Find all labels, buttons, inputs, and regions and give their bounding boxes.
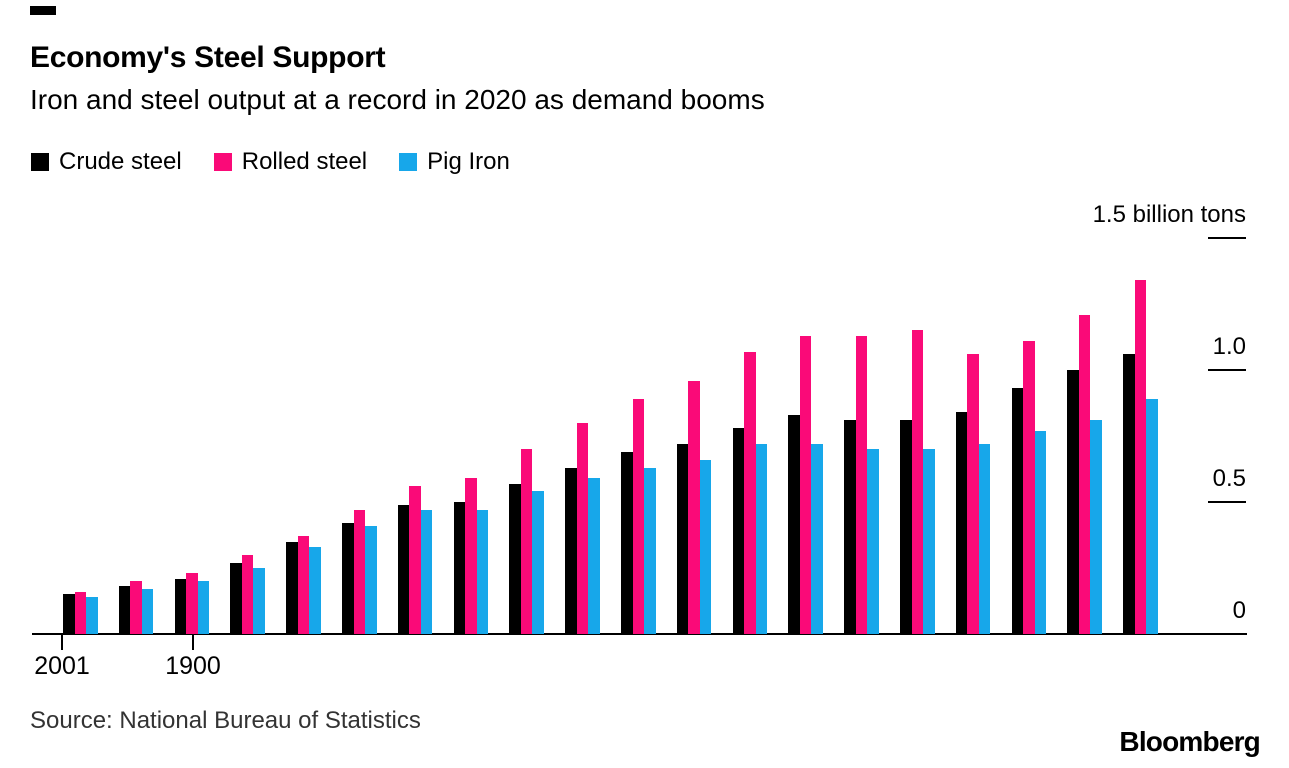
bar-crude-steel [732, 428, 745, 634]
legend-label: Crude steel [59, 148, 182, 175]
bar-rolled-steel [632, 399, 644, 634]
bar-pig-iron [699, 459, 712, 634]
bar-crude-steel [63, 594, 75, 634]
bar-crude-steel [1123, 354, 1135, 634]
bar-rolled-steel [241, 554, 254, 634]
legend: Crude steel Rolled steel Pig Iron [31, 148, 510, 176]
bar-rolled-steel [855, 335, 868, 634]
legend-item-rolled-steel: Rolled steel [213, 148, 368, 176]
bar-pig-iron [532, 491, 544, 634]
bar-crude-steel [788, 414, 800, 634]
bar-rolled-steel [1023, 340, 1035, 634]
bar-pig-iron [1146, 399, 1158, 634]
y-tick-label: 0 [1232, 597, 1246, 624]
bar-rolled-steel [576, 422, 589, 634]
legend-label: Pig Iron [427, 148, 510, 175]
bar-pig-iron [755, 443, 768, 634]
bar-rolled-steel [688, 380, 700, 634]
bar-crude-steel [230, 562, 242, 634]
x-tick-line [61, 635, 63, 650]
y-tick-label: 1.5 billion tons [1092, 201, 1246, 228]
y-tick-line [1208, 237, 1246, 239]
bar-pig-iron [978, 443, 991, 634]
legend-swatch-crude-steel [31, 153, 49, 171]
bar-rolled-steel [186, 573, 198, 634]
bar-rolled-steel [130, 581, 142, 634]
bar-crude-steel [286, 541, 298, 634]
bar-crude-steel [1067, 370, 1079, 634]
bar-pig-iron [253, 568, 265, 634]
bar-pig-iron [1090, 420, 1102, 634]
bar-rolled-steel [74, 591, 86, 634]
bar-rolled-steel [1134, 280, 1147, 634]
x-tick-label: 2001 [34, 652, 90, 680]
bar-pig-iron [141, 589, 154, 634]
bar-crude-steel [509, 483, 521, 634]
bar-crude-steel [844, 420, 856, 634]
legend-label: Rolled steel [241, 148, 368, 175]
bar-pig-iron [365, 525, 377, 634]
bar-crude-steel [621, 451, 633, 634]
x-tick-label: 1900 [165, 652, 221, 680]
bar-rolled-steel [1078, 314, 1091, 634]
legend-swatch-rolled-steel [213, 153, 232, 171]
bar-pig-iron [811, 443, 823, 634]
y-tick-label: 1.0 [1212, 333, 1246, 360]
bar-crude-steel [453, 502, 466, 634]
bloomberg-logo: Bloomberg [1119, 726, 1260, 757]
chart-subtitle: Iron and steel output at a record in 202… [30, 84, 765, 115]
legend-item-pig-iron: Pig Iron [399, 148, 510, 176]
bar-crude-steel [955, 412, 968, 634]
legend-item-crude-steel: Crude steel [31, 148, 182, 176]
bar-pig-iron [197, 581, 210, 634]
bar-crude-steel [676, 443, 689, 634]
y-tick-label: 0.5 [1212, 465, 1246, 492]
bar-crude-steel [118, 586, 131, 634]
y-tick-line [1208, 501, 1246, 503]
bar-crude-steel [900, 420, 912, 634]
top-accent-bar [30, 6, 56, 15]
source-note: Source: National Bureau of Statistics [30, 707, 421, 734]
bar-rolled-steel [799, 335, 812, 634]
bar-crude-steel [174, 578, 187, 634]
bar-crude-steel [565, 467, 577, 634]
bar-rolled-steel [967, 354, 979, 634]
x-axis-line [32, 633, 1247, 635]
bar-rolled-steel [520, 449, 533, 634]
bar-pig-iron [867, 449, 879, 634]
bar-pig-iron [420, 509, 433, 634]
y-tick-line [1208, 369, 1246, 371]
bar-crude-steel [1011, 388, 1024, 634]
bar-rolled-steel [353, 509, 365, 634]
bar-pig-iron [1034, 430, 1047, 634]
bar-rolled-steel [744, 351, 756, 634]
bar-pig-iron [588, 478, 600, 634]
bar-rolled-steel [911, 330, 923, 634]
bar-rolled-steel [409, 486, 421, 634]
bar-crude-steel [397, 504, 410, 634]
bar-pig-iron [923, 449, 935, 634]
bar-rolled-steel [297, 536, 310, 634]
bar-pig-iron [309, 546, 321, 634]
legend-swatch-pig-iron [399, 153, 418, 171]
bar-pig-iron [644, 467, 656, 634]
chart-title: Economy's Steel Support [30, 41, 386, 74]
bar-pig-iron [86, 597, 98, 634]
x-tick-line [192, 635, 194, 650]
bar-pig-iron [476, 509, 489, 634]
bar-rolled-steel [465, 478, 477, 634]
bar-crude-steel [342, 523, 354, 634]
